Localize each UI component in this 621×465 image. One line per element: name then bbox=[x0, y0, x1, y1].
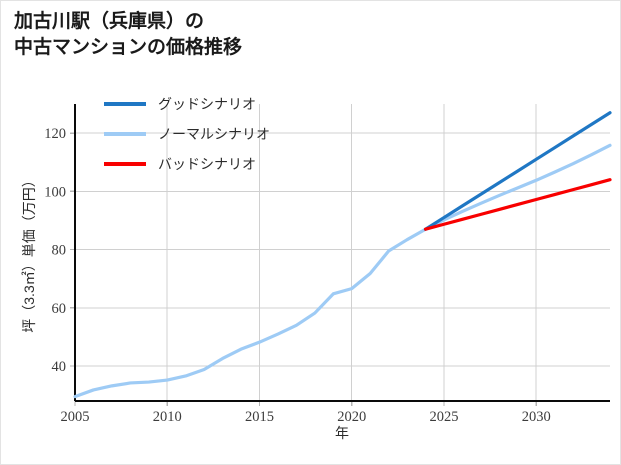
series-line-normal bbox=[73, 143, 612, 399]
y-tick-label: 60 bbox=[52, 301, 67, 317]
x-tick-label: 2015 bbox=[245, 409, 274, 425]
legend-label[interactable]: グッドシナリオ bbox=[158, 96, 256, 112]
axis-lines bbox=[73, 104, 610, 403]
series-line-good bbox=[423, 111, 612, 231]
page-title: 加古川駅（兵庫県）の 中古マンションの価格推移 bbox=[14, 11, 243, 59]
tick-marks bbox=[70, 132, 537, 406]
y-tick-label: 100 bbox=[44, 184, 66, 200]
series-line-bad bbox=[423, 178, 612, 231]
y-axis-tick-labels: 40 60 80 100 120 bbox=[44, 126, 66, 375]
y-tick-label: 120 bbox=[44, 126, 66, 142]
legend-label[interactable]: バッドシナリオ bbox=[158, 156, 256, 172]
x-axis-title: 年 bbox=[335, 425, 349, 441]
data-series bbox=[73, 111, 612, 399]
y-axis-title: 坪（3.3㎡）単価（万円） bbox=[21, 173, 37, 332]
x-tick-label: 2025 bbox=[429, 409, 458, 425]
legend-label[interactable]: ノーマルシナリオ bbox=[158, 126, 270, 142]
x-axis-tick-labels: 2005 2010 2015 2020 2025 2030 bbox=[61, 409, 551, 425]
x-tick-label: 2005 bbox=[61, 409, 90, 425]
x-tick-label: 2010 bbox=[153, 409, 182, 425]
gridlines bbox=[74, 104, 610, 401]
y-tick-label: 80 bbox=[52, 243, 67, 259]
x-tick-label: 2020 bbox=[337, 409, 366, 425]
y-tick-label: 40 bbox=[52, 359, 67, 375]
x-tick-label: 2030 bbox=[522, 409, 551, 425]
